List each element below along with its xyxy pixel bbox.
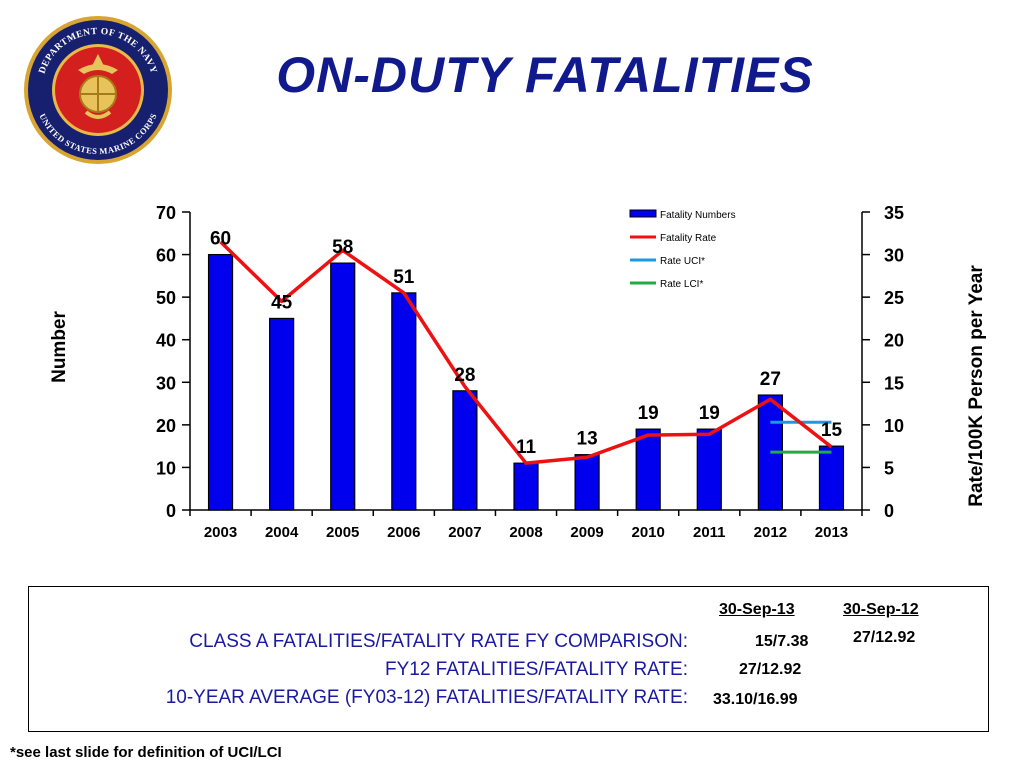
y-tick-label-left: 0 <box>166 501 176 521</box>
y-tick-label-right: 5 <box>884 458 894 478</box>
y-tick-label-left: 40 <box>156 331 176 351</box>
y-tick-label-right: 0 <box>884 501 894 521</box>
x-tick-label: 2012 <box>754 524 787 541</box>
bar <box>452 390 478 511</box>
bar <box>269 317 295 511</box>
row-value-comparison-col2: 27/12.92 <box>853 629 916 646</box>
x-tick-label: 2005 <box>326 524 359 541</box>
y-tick-label-left: 50 <box>156 288 176 308</box>
y-tick-label-right: 25 <box>884 288 904 308</box>
bar-value-label: 27 <box>760 369 781 390</box>
y-tick-label-right: 30 <box>884 246 904 266</box>
x-tick-label: 2003 <box>204 524 237 541</box>
bar-value-label: 28 <box>454 365 475 386</box>
row-label-10yr-avg: 10-YEAR AVERAGE (FY03-12) FATALITIES/FAT… <box>165 687 688 708</box>
bar-value-label: 19 <box>638 403 659 424</box>
col1-header: 30-Sep-13 <box>719 601 795 618</box>
bar-value-label: 51 <box>393 267 415 288</box>
row-label-comparison: CLASS A FATALITIES/FATALITY RATE FY COMP… <box>189 631 688 652</box>
y-tick-label-right: 10 <box>884 416 904 436</box>
x-tick-label: 2013 <box>815 524 848 541</box>
x-tick-label: 2009 <box>570 524 603 541</box>
bar-value-label: 13 <box>577 429 598 450</box>
fatalities-chart: 0 10 20 30 40 50 60 70 0 5 10 15 20 25 30 35 2003 2004 200… <box>156 203 904 541</box>
bar <box>207 253 234 511</box>
bar <box>391 292 417 511</box>
bar <box>635 428 661 511</box>
x-tick-label: 2011 <box>693 524 726 541</box>
page-title: ON-DUTY FATALITIES <box>276 47 814 103</box>
bar <box>330 262 356 511</box>
y-axis-title-left: Number <box>48 311 70 383</box>
row-value-10yr-avg: 33.10/16.99 <box>713 691 798 708</box>
y-tick-label-left: 30 <box>156 373 176 393</box>
y-tick-label-left: 60 <box>156 246 176 266</box>
x-tick-label: 2008 <box>509 524 542 541</box>
legend-swatch <box>629 209 657 218</box>
bar <box>574 454 600 511</box>
bar-value-label: 58 <box>332 237 353 258</box>
row-value-comparison-col1: 15/7.38 <box>755 633 809 650</box>
x-tick-label: 2010 <box>631 524 664 541</box>
row-value-fy12: 27/12.92 <box>739 661 802 678</box>
bar-value-label: 60 <box>210 229 231 250</box>
x-tick-label: 2004 <box>265 524 299 541</box>
y-axis-title-right: Rate/100K Person per Year <box>965 265 987 507</box>
row-label-fy12: FY12 FATALITIES/FATALITY RATE: <box>384 659 688 680</box>
y-tick-label-left: 20 <box>156 416 176 436</box>
x-tick-label: 2007 <box>448 524 481 541</box>
legend-label: Fatality Rate <box>660 233 717 244</box>
bar <box>513 462 539 511</box>
bar <box>696 428 722 511</box>
fatality-rate-line <box>219 240 833 465</box>
bar <box>818 445 845 511</box>
y-tick-label-right: 35 <box>884 203 904 223</box>
y-tick-label-left: 70 <box>156 203 176 223</box>
legend-label: Fatality Numbers <box>660 210 736 221</box>
y-tick-label-right: 15 <box>884 373 904 393</box>
bar-value-label: 15 <box>821 420 843 441</box>
bar-value-label: 11 <box>516 437 537 458</box>
footnote: *see last slide for definition of UCI/LC… <box>10 744 282 761</box>
y-tick-label-right: 20 <box>884 331 904 351</box>
col2-header: 30-Sep-12 <box>843 601 919 618</box>
x-tick-label: 2006 <box>387 524 420 541</box>
comparison-table: 30-Sep-13 30-Sep-12 CLASS A FATALITIES/F… <box>28 586 989 732</box>
bar-value-label: 19 <box>699 403 720 424</box>
marine-corps-seal: DEPARTMENT OF THE NAVY UNITED STATES MAR… <box>24 16 172 164</box>
legend-label: Rate UCI* <box>660 256 705 267</box>
bar-value-label: 45 <box>271 292 293 313</box>
legend-label: Rate LCI* <box>660 279 703 290</box>
y-tick-label-left: 10 <box>156 458 176 478</box>
